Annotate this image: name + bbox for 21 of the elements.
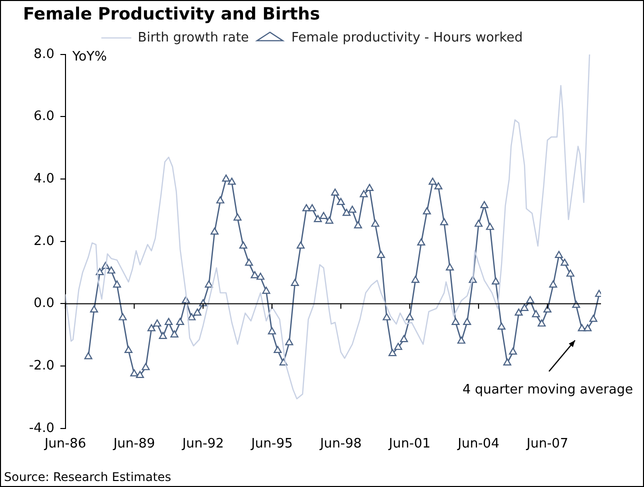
- y-tick-label: -2.0: [28, 358, 54, 374]
- y-tick-label: 8.0: [34, 46, 54, 62]
- annotation: 4 quarter moving average: [462, 382, 633, 398]
- legend-label: Female productivity - Hours worked: [291, 30, 523, 46]
- x-tick-label: Jun-98: [319, 436, 362, 452]
- x-tick-label: Jun-95: [250, 436, 293, 452]
- y-axis-title: YoY%: [71, 49, 107, 64]
- x-tick-label: Jun-89: [112, 436, 156, 452]
- x-tick-label: Jun-92: [181, 436, 224, 452]
- x-tick-label: Jun-01: [388, 436, 430, 452]
- y-tick-label: 2.0: [34, 234, 54, 249]
- x-tick-label: Jun-04: [456, 436, 500, 452]
- x-tick-label: Jun-07: [526, 436, 568, 452]
- x-tick-label: Jun-86: [44, 436, 86, 452]
- y-tick-label: 0.0: [34, 296, 54, 312]
- y-tick-label: 4.0: [34, 171, 54, 186]
- legend-label: Birth growth rate: [138, 30, 249, 46]
- y-tick-label: 6.0: [34, 109, 54, 124]
- chart-title: Female Productivity and Births: [23, 4, 320, 25]
- y-tick-label: -4.0: [28, 420, 54, 436]
- source-note: Source: Research Estimates: [4, 470, 172, 484]
